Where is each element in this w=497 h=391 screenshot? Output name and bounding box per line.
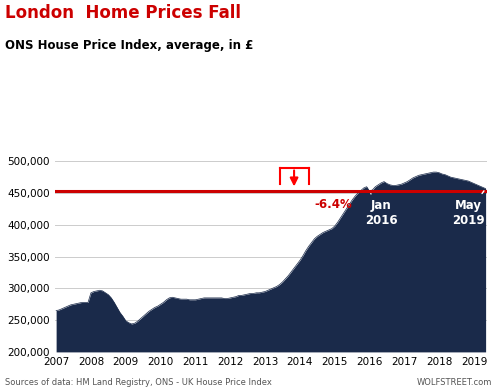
Text: ONS House Price Index, average, in £: ONS House Price Index, average, in £ bbox=[5, 39, 253, 52]
Text: London  Home Prices Fall: London Home Prices Fall bbox=[5, 4, 241, 22]
Text: Jan
2016: Jan 2016 bbox=[365, 194, 398, 227]
Text: -6.4%: -6.4% bbox=[315, 197, 352, 210]
Text: WOLFSTREET.com: WOLFSTREET.com bbox=[416, 378, 492, 387]
Text: May
2019: May 2019 bbox=[452, 191, 485, 226]
Text: Sources of data: HM Land Registry, ONS - UK House Price Index: Sources of data: HM Land Registry, ONS -… bbox=[5, 378, 272, 387]
